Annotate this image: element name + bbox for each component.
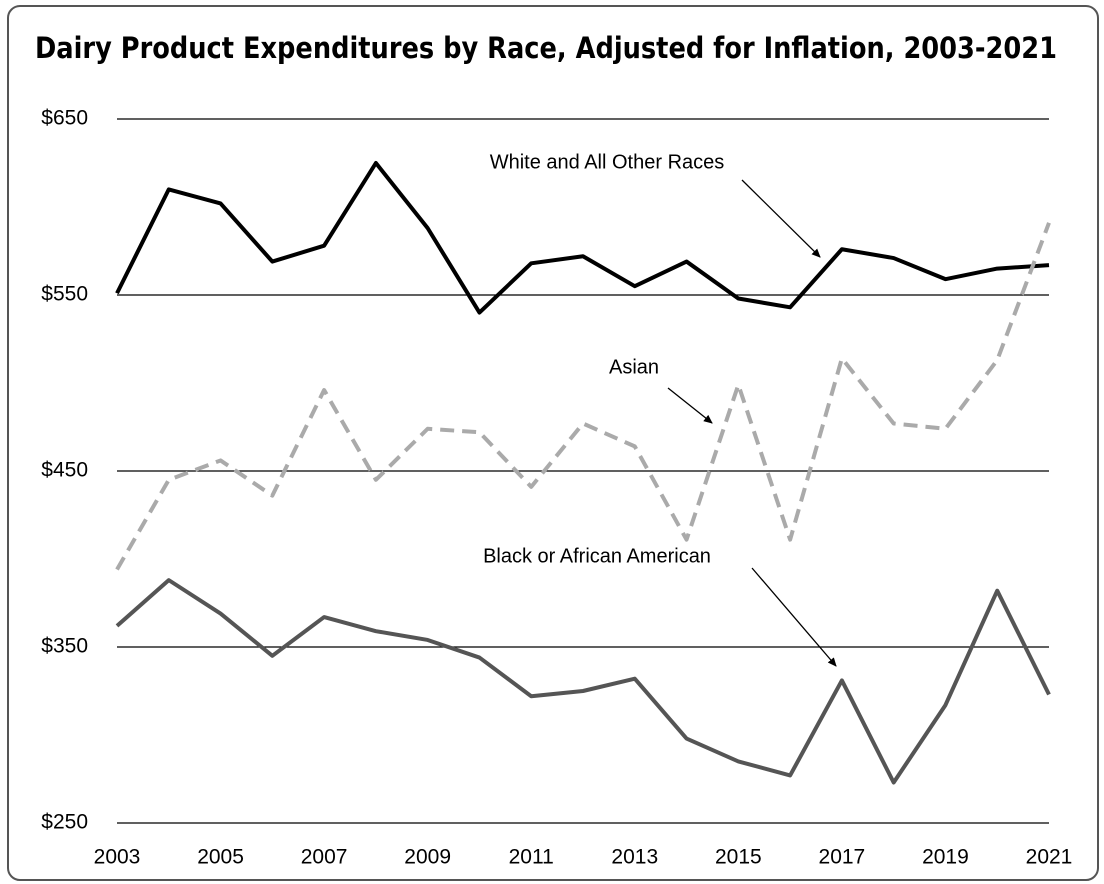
series-label: White and All Other Races: [490, 151, 725, 173]
series-line: [115, 578, 1051, 785]
x-tick-label: 2003: [94, 846, 141, 869]
y-tick-label: $450: [41, 459, 88, 482]
annotation-arrow: [751, 567, 837, 667]
chart-title: Dairy Product Expenditures by Race, Adju…: [35, 31, 1057, 65]
x-tick-label: 2017: [819, 846, 866, 869]
series-line: [115, 222, 1051, 571]
series-label: Black or African American: [483, 545, 711, 567]
x-tick-label: 2007: [301, 846, 348, 869]
x-tick-label: 2011: [509, 846, 554, 869]
series-label: Asian: [609, 356, 659, 378]
x-tick-label: 2015: [715, 846, 762, 869]
chart-frame: [7, 5, 1099, 881]
annotation-arrow: [667, 387, 713, 424]
x-tick-label: 2009: [404, 846, 451, 869]
x-tick-label: 2021: [1026, 846, 1073, 869]
annotation-arrow: [741, 179, 821, 258]
y-tick-label: $650: [41, 107, 88, 130]
x-tick-label: 2019: [922, 846, 969, 869]
series-line: [115, 161, 1050, 315]
y-tick-label: $250: [41, 811, 88, 834]
y-tick-label: $350: [41, 635, 88, 658]
x-tick-label: 2013: [611, 846, 658, 869]
y-tick-label: $550: [41, 283, 88, 306]
x-tick-label: 2005: [197, 846, 244, 869]
